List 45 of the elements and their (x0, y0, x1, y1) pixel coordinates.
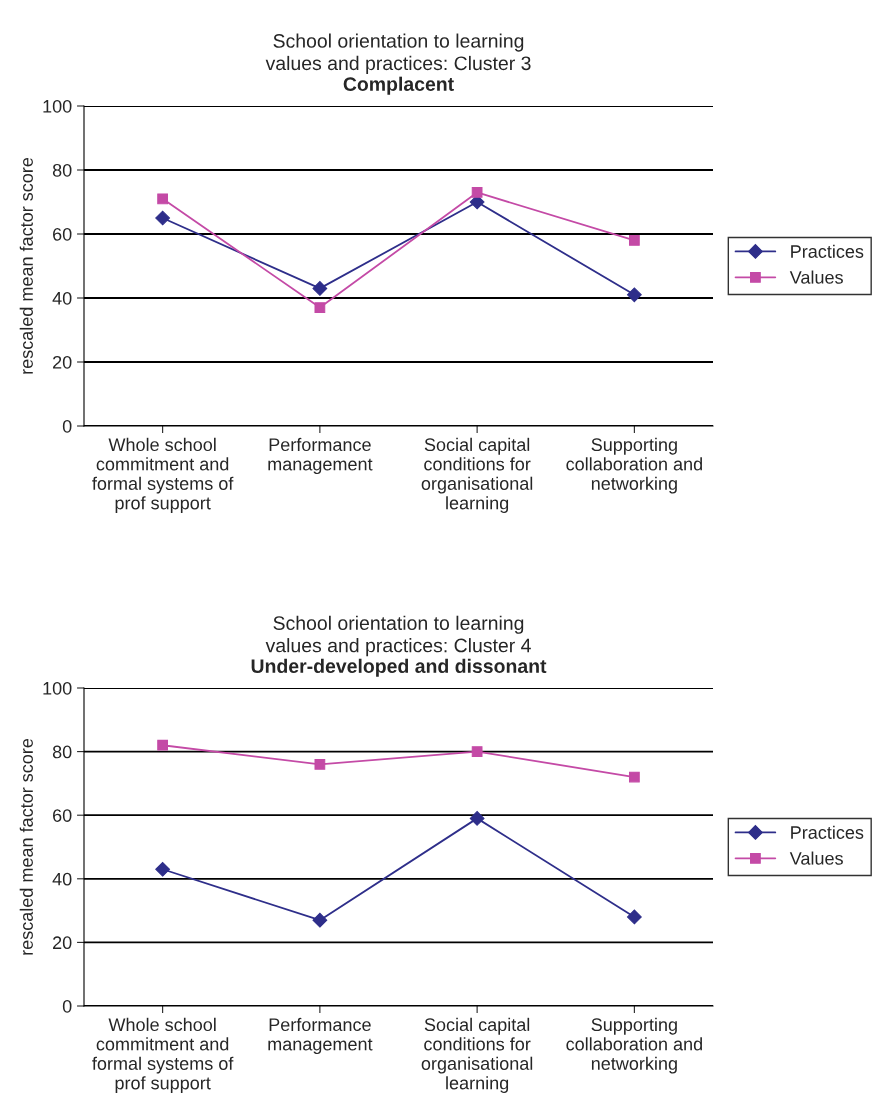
y-tick-label: 100 (43, 99, 72, 113)
chart-title: School orientation to learning values and practices: Cluster 3 (265, 33, 531, 74)
y-tick-label: 100 (43, 681, 72, 695)
x-tick-label: Social capital conditions for organisational learning (421, 437, 533, 513)
x-tick-label: Performance management (268, 1017, 373, 1055)
x-tick-label: Whole school commitment and formal systems of prof support (92, 437, 234, 513)
y-tick-label: 0 (62, 419, 72, 433)
point (314, 758, 326, 770)
point (628, 771, 640, 783)
legend-label: Practices (791, 825, 864, 839)
point (471, 746, 483, 757)
point (312, 281, 328, 296)
legend-label: Values (789, 851, 843, 865)
legend-label: Values (789, 270, 843, 284)
y-axis-title: rescaled mean factor score (19, 738, 33, 955)
point (155, 861, 171, 877)
y-tick-label: 0 (62, 999, 72, 1013)
y-tick-label: 20 (53, 936, 72, 950)
y-tick-label: 20 (53, 355, 72, 369)
x-tick-label: Performance management (268, 437, 373, 475)
y-tick-label: 60 (53, 227, 72, 241)
legend-label: Practices (791, 244, 864, 258)
x-tick-label: Whole school commitment and formal systems of prof support (92, 1017, 234, 1093)
point (628, 235, 640, 246)
point (155, 210, 171, 226)
y-tick-label: 40 (52, 291, 72, 305)
point (157, 193, 169, 205)
point (469, 810, 485, 826)
point (314, 302, 326, 313)
y-axis-title: rescaled mean factor score (19, 157, 33, 374)
x-tick-label: Social capital conditions for organisational learning (421, 1017, 533, 1093)
point (312, 912, 328, 928)
chart-subtitle: Under-developed and dissonant (251, 658, 547, 677)
x-tick-label: Supporting collaboration and networking (566, 437, 702, 494)
point (626, 287, 642, 303)
chart-subtitle: Complacent (343, 76, 454, 95)
chart-title: School orientation to learning values and practices: Cluster 4 (265, 615, 531, 657)
y-tick-label: 60 (53, 809, 72, 822)
point (157, 739, 169, 751)
y-tick-label: 80 (52, 745, 72, 759)
x-tick-label: Supporting collaboration and networking (566, 1017, 702, 1074)
point (626, 909, 642, 925)
y-tick-label: 40 (52, 872, 72, 886)
point (471, 187, 483, 198)
y-tick-label: 80 (52, 163, 72, 177)
